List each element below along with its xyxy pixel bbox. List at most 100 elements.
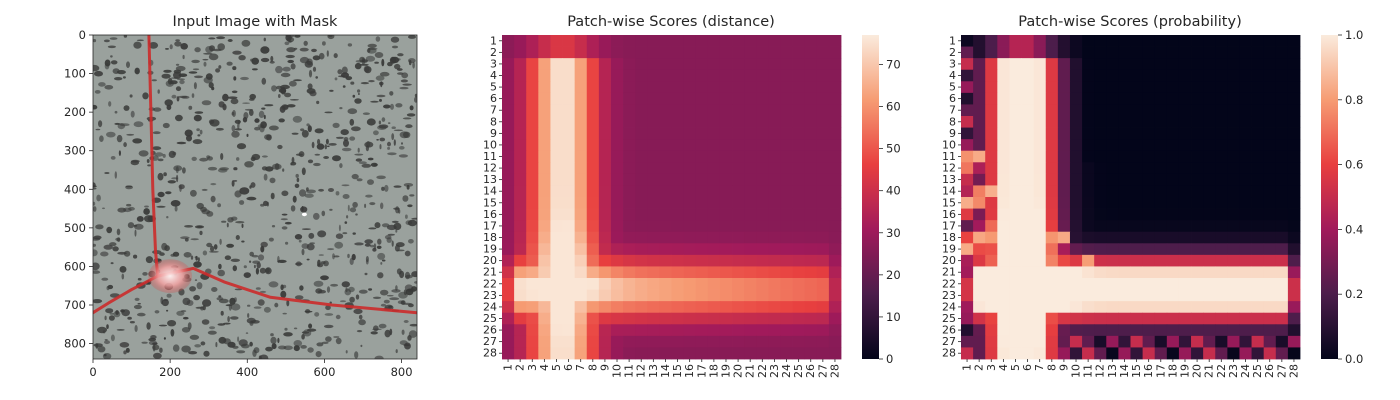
heatmap-cell	[610, 46, 624, 59]
heatmap-cell	[1021, 92, 1035, 105]
col-tick-label: 16	[1142, 364, 1155, 378]
texture-spot	[104, 315, 107, 321]
texture-spot	[257, 299, 265, 306]
texture-spot	[231, 111, 235, 116]
heatmap-cell	[719, 231, 733, 244]
heatmap-cell	[985, 197, 998, 209]
texture-spot	[193, 261, 202, 268]
heatmap-cell	[526, 185, 539, 198]
texture-spot	[339, 163, 343, 169]
heatmap-cell	[1094, 173, 1107, 186]
heatmap-cell	[1287, 289, 1301, 302]
texture-spot	[282, 104, 289, 109]
heatmap-cell	[719, 162, 733, 175]
texture-spot	[93, 39, 97, 43]
heatmap-cell	[1033, 173, 1047, 186]
texture-spot	[281, 226, 288, 230]
heatmap-cell	[1263, 185, 1277, 198]
heatmap-cell	[1069, 289, 1083, 302]
heatmap-cell	[707, 173, 721, 186]
heatmap-cell	[1166, 104, 1180, 117]
heatmap-cell	[1009, 301, 1022, 314]
texture-spot	[323, 324, 334, 329]
row-tick-label: 14	[483, 185, 497, 198]
texture-spot	[245, 332, 249, 334]
texture-spot	[118, 150, 121, 156]
heatmap-cell	[1106, 312, 1119, 325]
texture-spot	[143, 208, 150, 215]
texture-spot	[335, 136, 344, 139]
texture-spot	[372, 247, 377, 252]
heatmap-cell	[1094, 116, 1107, 128]
heatmap-cell	[780, 289, 793, 302]
row-tick-label: 6	[490, 92, 497, 105]
heatmap-cell	[1191, 243, 1204, 256]
texture-spot	[241, 240, 245, 243]
texture-spot	[406, 113, 416, 117]
texture-spot	[312, 66, 317, 72]
texture-spot	[217, 203, 222, 208]
heatmap-cell	[1287, 324, 1301, 337]
heatmap-cell	[683, 116, 697, 128]
heatmap-cell	[961, 347, 974, 360]
heatmap-cell	[1094, 58, 1107, 71]
col-tick-label: 26	[804, 364, 817, 378]
heatmap-cell	[550, 266, 563, 279]
heatmap-cell	[719, 35, 733, 47]
texture-spot	[316, 342, 324, 347]
heatmap-cell	[538, 104, 551, 117]
heatmap-cell	[756, 289, 769, 302]
texture-spot	[349, 118, 355, 126]
heatmap-cell	[732, 173, 745, 186]
texture-spot	[110, 156, 116, 160]
heatmap-cell	[1263, 173, 1277, 186]
texture-spot	[176, 96, 180, 102]
texture-spot	[125, 347, 130, 353]
texture-spot	[133, 254, 138, 259]
heatmap-cell	[647, 116, 660, 128]
heatmap-cell	[985, 35, 998, 47]
texture-spot	[247, 313, 250, 318]
heatmap-cell	[768, 46, 781, 59]
heatmap-cell	[1166, 231, 1180, 244]
heatmap-cell	[1287, 335, 1301, 348]
texture-spot	[106, 226, 113, 234]
texture-spot	[314, 128, 324, 134]
heatmap-cell	[985, 58, 998, 71]
heatmap-cell	[804, 127, 818, 140]
heatmap-cell	[610, 289, 624, 302]
heatmap-cell	[623, 301, 636, 314]
heatmap-cell	[719, 347, 733, 360]
heatmap-cell	[671, 278, 685, 290]
row-tick-label: 2	[490, 46, 497, 59]
heatmap-cell	[1251, 81, 1265, 94]
heatmap-cell	[1178, 243, 1192, 256]
heatmap-cell	[780, 208, 793, 221]
heatmap-cell	[973, 185, 986, 198]
heatmap-cell	[1251, 127, 1265, 140]
heatmap-cell	[1094, 254, 1107, 267]
heatmap-cell	[647, 173, 660, 186]
heatmap-cell	[1227, 231, 1240, 244]
heatmap-cell	[1069, 312, 1083, 325]
texture-spot	[236, 143, 247, 150]
texture-spot	[232, 66, 237, 71]
heatmap-cell	[514, 116, 527, 128]
col-tick-label: 26	[1263, 364, 1276, 378]
heatmap-cell	[961, 278, 974, 290]
col-tick-label: 16	[683, 364, 696, 378]
heatmap-cell	[961, 324, 974, 337]
colorbar-tick-label: 0.6	[1345, 158, 1363, 172]
heatmap-cell	[1203, 116, 1216, 128]
row-tick-label: 17	[483, 219, 497, 232]
texture-spot	[368, 80, 375, 83]
heatmap-cell	[1094, 208, 1107, 221]
texture-spot	[295, 173, 299, 178]
heatmap-cell	[707, 69, 721, 82]
texture-spot	[215, 68, 221, 73]
heatmap-cell	[1094, 81, 1107, 94]
texture-spot	[318, 188, 324, 192]
heatmap-cell	[1094, 301, 1107, 314]
heatmap-cell	[635, 266, 648, 279]
heatmap-cell	[635, 324, 648, 337]
